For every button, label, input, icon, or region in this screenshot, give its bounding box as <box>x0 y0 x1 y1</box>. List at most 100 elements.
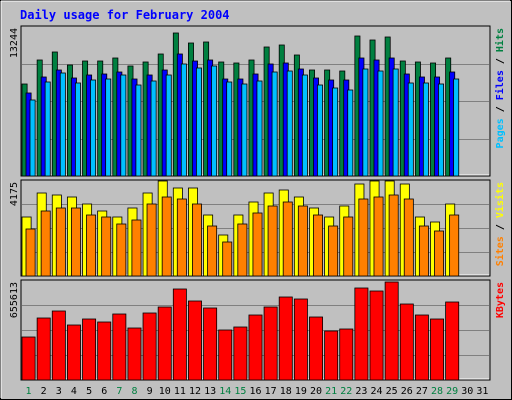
panel-hits-label-part-0: Pages <box>495 118 506 148</box>
bar-visits-sites-day-9 <box>146 203 157 277</box>
bar-visits-sites-day-20 <box>313 214 323 277</box>
panel-visits: 4175 Sites / Visits <box>9 179 506 277</box>
bar-hits-pages-day-16 <box>256 80 263 177</box>
x-tick-label-day-29: 29 <box>446 386 458 397</box>
bar-hits-pages-day-23 <box>362 68 369 177</box>
x-tick-label-day-10: 10 <box>159 386 171 397</box>
chart-title: Daily usage for February 2004 <box>20 8 230 22</box>
x-tick-label-day-19: 19 <box>295 386 307 397</box>
bar-kbytes-kbytes-day-26 <box>399 303 414 381</box>
bar-kbytes-kbytes-day-27 <box>414 314 429 381</box>
bar-hits-pages-day-9 <box>150 80 157 177</box>
bar-hits-pages-day-3 <box>59 72 66 177</box>
bar-hits-pages-day-6 <box>105 78 112 177</box>
bar-hits-pages-day-10 <box>165 74 172 177</box>
bar-visits-sites-day-25 <box>388 194 399 277</box>
bar-visits-sites-day-24 <box>373 196 384 277</box>
bar-kbytes-kbytes-day-1 <box>21 336 36 381</box>
bar-visits-sites-day-28 <box>434 230 445 277</box>
panel-kbytes: 655613 KBytes <box>9 279 506 381</box>
bar-hits-pages-day-11 <box>180 63 187 177</box>
x-tick-label-day-14: 14 <box>219 386 231 397</box>
bar-hits-pages-day-17 <box>271 71 278 177</box>
bar-kbytes-kbytes-day-28 <box>430 318 445 381</box>
bar-kbytes-kbytes-day-11 <box>172 288 187 381</box>
bar-kbytes-kbytes-day-15 <box>233 326 248 381</box>
bar-visits-sites-day-27 <box>418 225 429 277</box>
x-tick-label-day-17: 17 <box>265 386 277 397</box>
x-tick-label-day-2: 2 <box>41 386 47 397</box>
panel-hits-series-label: Pages / Files / Hits <box>494 28 506 148</box>
bar-kbytes-kbytes-day-20 <box>309 316 323 381</box>
bar-kbytes-kbytes-day-13 <box>203 307 218 381</box>
bar-visits-sites-day-22 <box>343 216 354 277</box>
bar-kbytes-kbytes-day-29 <box>445 301 460 381</box>
x-tick-label-day-27: 27 <box>416 386 428 397</box>
panel-visits-series-label: Sites / Visits <box>494 182 506 266</box>
panel-kbytes-series-label: KBytes <box>495 282 506 318</box>
bar-hits-pages-day-24 <box>377 70 384 177</box>
bar-hits-pages-day-28 <box>438 83 445 177</box>
x-tick-label-day-28: 28 <box>431 386 443 397</box>
x-tick-label-day-30: 30 <box>461 386 473 397</box>
bar-visits-sites-day-12 <box>192 203 202 277</box>
bar-visits-sites-day-19 <box>297 205 308 277</box>
bar-kbytes-kbytes-day-10 <box>157 306 172 381</box>
bar-visits-sites-day-2 <box>40 210 51 277</box>
panel-visits-label-part-1: / <box>495 218 506 236</box>
x-tick-label-day-8: 8 <box>131 386 137 397</box>
bar-visits-sites-day-11 <box>176 198 187 277</box>
bar-visits-sites-day-8 <box>131 219 142 277</box>
bar-hits-pages-day-14 <box>226 81 233 177</box>
panel-visits-max-label: 4175 <box>9 182 20 206</box>
x-tick-label-day-16: 16 <box>249 386 261 397</box>
panel-hits: 13244 Pages / Files / Hits <box>9 25 506 177</box>
bar-visits-sites-day-23 <box>358 198 369 277</box>
bar-kbytes-kbytes-day-4 <box>66 324 81 381</box>
bar-visits-sites-day-10 <box>161 196 172 277</box>
bar-hits-pages-day-5 <box>90 79 97 177</box>
bar-kbytes-kbytes-day-16 <box>248 314 263 381</box>
bar-visits-sites-day-16 <box>252 212 263 277</box>
x-tick-label-day-31: 31 <box>476 386 488 397</box>
x-tick-label-day-7: 7 <box>116 386 122 397</box>
x-tick-label-day-23: 23 <box>355 386 367 397</box>
bar-visits-sites-day-3 <box>55 207 66 277</box>
bar-hits-pages-day-27 <box>422 82 429 177</box>
bar-hits-pages-day-20 <box>317 84 323 177</box>
bar-hits-pages-day-7 <box>120 74 127 177</box>
x-tick-label-day-18: 18 <box>280 386 292 397</box>
bar-visits-sites-day-18 <box>282 201 293 277</box>
panel-visits-label-part-0: Sites <box>494 236 506 266</box>
bar-kbytes-kbytes-day-12 <box>188 300 202 381</box>
panel-hits-label-part-4: Hits <box>494 28 506 52</box>
bar-visits-sites-day-29 <box>449 214 460 277</box>
x-tick-label-day-13: 13 <box>204 386 216 397</box>
panel-hits-max-label: 13244 <box>9 28 20 58</box>
panel-hits-label-part-2: Files <box>494 70 506 100</box>
x-tick-label-day-15: 15 <box>234 386 246 397</box>
x-tick-label-day-22: 22 <box>340 386 352 397</box>
bar-kbytes-kbytes-day-14 <box>218 329 233 381</box>
x-tick-label-day-20: 20 <box>310 386 322 397</box>
bar-kbytes-kbytes-day-9 <box>142 312 157 381</box>
panel-kbytes-max-label: 655613 <box>9 282 20 318</box>
panel-kbytes-label-part-0: KBytes <box>495 282 506 318</box>
x-tick-label-day-9: 9 <box>147 386 153 397</box>
bar-visits-sites-day-4 <box>70 207 81 277</box>
bar-visits-sites-day-5 <box>86 214 97 277</box>
x-tick-label-day-12: 12 <box>189 386 201 397</box>
bar-hits-pages-day-8 <box>135 84 142 177</box>
x-tick-label-day-24: 24 <box>371 386 383 397</box>
bar-kbytes-kbytes-day-5 <box>82 318 97 381</box>
panel-visits-label-part-2: Visits <box>494 182 506 218</box>
bar-hits-pages-day-13 <box>211 65 218 177</box>
bar-kbytes-kbytes-day-6 <box>97 321 112 381</box>
bar-hits-pages-day-2 <box>44 81 51 177</box>
panel-hits-label-part-1: / <box>495 100 506 118</box>
bar-kbytes-kbytes-day-22 <box>339 328 354 381</box>
x-tick-label-day-21: 21 <box>325 386 337 397</box>
bar-hits-pages-day-26 <box>407 82 414 177</box>
bar-hits-pages-day-15 <box>241 83 248 177</box>
bar-visits-sites-day-14 <box>222 241 233 277</box>
